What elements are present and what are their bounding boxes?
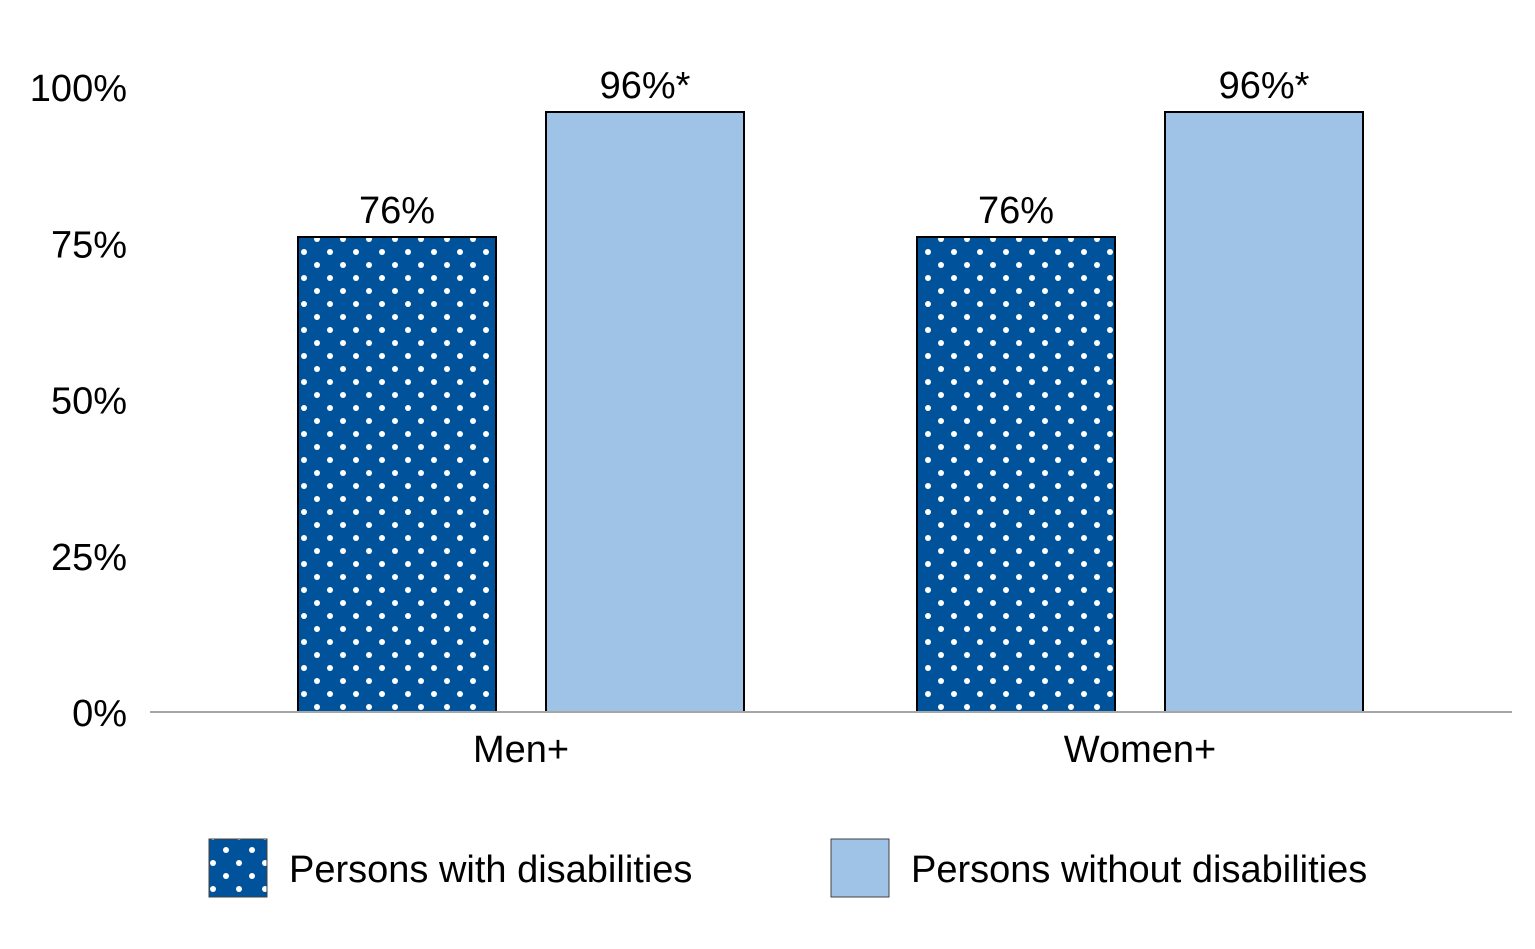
legend-label: Persons with disabilities xyxy=(289,849,692,891)
y-tick-label: 100% xyxy=(30,68,127,110)
bar-without-disabilities-men xyxy=(545,111,745,713)
x-category-label: Women+ xyxy=(1064,729,1216,771)
legend-label: Persons without disabilities xyxy=(911,849,1367,891)
y-tick-label: 50% xyxy=(51,381,127,423)
y-tick-label: 75% xyxy=(51,224,127,266)
bar-with-disabilities-men xyxy=(297,236,497,713)
y-tick-label: 25% xyxy=(51,537,127,579)
y-axis-ticks: 0% 25% 50% 75% 100% xyxy=(30,68,127,735)
data-labels-group: 76% 76% 96%* 96%* xyxy=(359,65,1310,232)
bar-with-disabilities-women xyxy=(916,236,1116,713)
bar-data-label: 96%* xyxy=(1219,65,1310,107)
x-category-label: Men+ xyxy=(473,729,569,771)
x-axis-categories: Men+ Women+ xyxy=(473,729,1216,771)
legend: Persons with disabilities Persons without… xyxy=(208,838,1367,898)
bar-data-label: 96%* xyxy=(600,65,691,107)
y-tick-label: 0% xyxy=(72,693,127,735)
legend-swatch xyxy=(208,838,268,898)
bar-without-disabilities-women xyxy=(1164,111,1364,713)
bar-data-label: 76% xyxy=(978,190,1054,232)
bars-group xyxy=(297,111,1364,713)
legend-swatch xyxy=(830,838,890,898)
bar-data-label: 76% xyxy=(359,190,435,232)
